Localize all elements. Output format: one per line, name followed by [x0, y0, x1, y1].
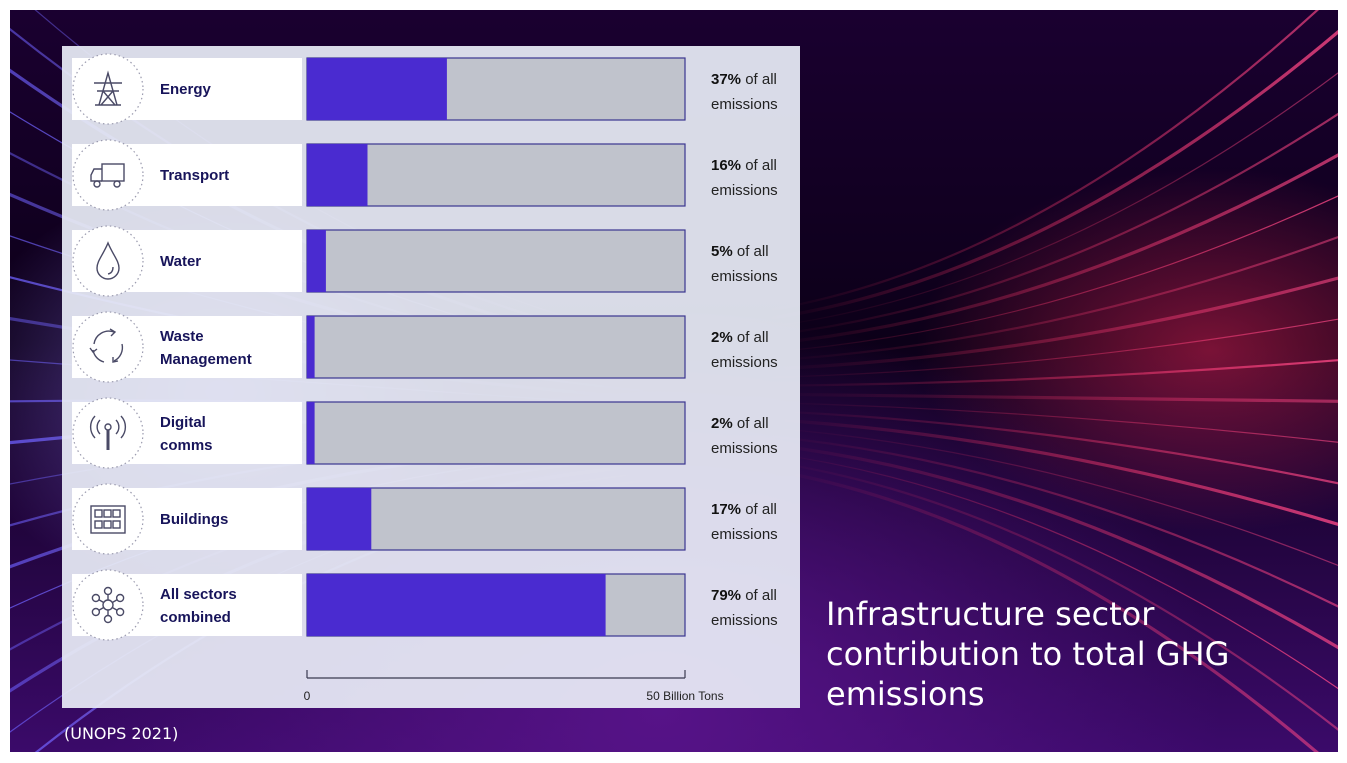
- value-label-percent: 17%: [711, 501, 741, 518]
- chart-row: Energy 37% of all emissions: [72, 53, 778, 125]
- value-label-line2: emissions: [711, 96, 778, 113]
- value-label-suffix: of all: [733, 415, 769, 432]
- sector-icon-circle: [72, 225, 144, 297]
- streak-right: [769, 153, 1338, 346]
- truck-icon: [90, 163, 125, 188]
- streak-right: [769, 435, 1338, 608]
- value-label-suffix: of all: [741, 587, 777, 604]
- sector-icon-circle: [72, 311, 144, 383]
- streak-right: [769, 29, 1338, 321]
- sector-name: Management: [160, 351, 252, 368]
- axis-start-label: 0: [304, 689, 311, 703]
- recycle-icon: [89, 328, 124, 363]
- chart-row: Buildings 17% of all emissions: [72, 483, 778, 555]
- value-label: 79% of all: [711, 587, 777, 604]
- sector-icon-circle: [72, 483, 144, 555]
- bar-fill: [307, 574, 606, 636]
- bar-track: [306, 401, 686, 465]
- bar-fill: [307, 402, 315, 464]
- value-label-line2: emissions: [711, 612, 778, 629]
- value-label: 2% of all: [711, 415, 769, 432]
- value-label-line2: emissions: [711, 182, 778, 199]
- streak-right: [769, 276, 1338, 371]
- background-frame: Energy 37% of all emissions Transport 16% of…: [10, 10, 1338, 752]
- value-label: 17% of all: [711, 501, 777, 518]
- streak-right: [769, 402, 1338, 443]
- sector-name: Buildings: [160, 511, 228, 528]
- chart-panel: Energy 37% of all emissions Transport 16% of…: [62, 46, 800, 708]
- x-axis: 0 50 Billion Tons: [304, 670, 724, 703]
- streak-right: [769, 10, 1320, 312]
- axis-end-label: 50 Billion Tons: [646, 689, 723, 703]
- streak-right: [769, 112, 1338, 337]
- emissions-bar-chart: Energy 37% of all emissions Transport 16% of…: [72, 53, 778, 703]
- value-label-line2: emissions: [711, 268, 778, 285]
- value-label-suffix: of all: [741, 157, 777, 174]
- bar-track: [306, 315, 686, 379]
- sector-icon-circle: [72, 53, 144, 125]
- building-icon: [90, 505, 126, 534]
- antenna-icon: [89, 415, 127, 450]
- chart-row: All sectors combined 79% of all emissions: [72, 569, 778, 641]
- value-label-line2: emissions: [711, 526, 778, 543]
- chart-row: Waste Management 2% of all emissions: [72, 311, 778, 383]
- value-label-percent: 2%: [711, 329, 733, 346]
- chart-row: Digital comms 2% of all emissions: [72, 397, 778, 469]
- sector-name: Energy: [160, 81, 212, 98]
- bar-fill: [307, 488, 372, 550]
- value-label-suffix: of all: [741, 71, 777, 88]
- streak-right: [769, 409, 1338, 485]
- value-label-suffix: of all: [741, 501, 777, 518]
- source-citation: (UNOPS 2021): [64, 724, 179, 743]
- value-label-suffix: of all: [733, 243, 769, 260]
- bar-fill: [307, 230, 326, 292]
- streak-right: [769, 72, 1338, 328]
- sector-name: Transport: [160, 167, 229, 184]
- chart-title: Infrastructure sector contribution to to…: [826, 595, 1230, 713]
- value-label-line2: emissions: [711, 354, 778, 371]
- sector-name: Digital: [160, 414, 206, 431]
- value-label: 16% of all: [711, 157, 777, 174]
- value-label-percent: 2%: [711, 415, 733, 432]
- value-label: 2% of all: [711, 329, 769, 346]
- streak-right: [769, 468, 1319, 752]
- sector-name: Water: [160, 253, 201, 270]
- water-drop-icon: [96, 241, 120, 280]
- streak-right: [769, 235, 1338, 362]
- value-label-line2: emissions: [711, 440, 778, 457]
- value-label-percent: 16%: [711, 157, 741, 174]
- chart-row: Water 5% of all emissions: [72, 225, 778, 297]
- streak-right: [769, 460, 1338, 731]
- bar-track: [306, 143, 686, 207]
- streak-right: [769, 417, 1338, 526]
- streak-right: [769, 195, 1338, 353]
- streak-right: [769, 427, 1338, 567]
- sector-name: comms: [160, 437, 213, 454]
- sector-name: combined: [160, 609, 231, 626]
- streak-right: [769, 318, 1338, 378]
- bar-fill: [307, 316, 315, 378]
- streak-right: [769, 359, 1338, 387]
- sector-icon-circle: [72, 139, 144, 211]
- power-tower-icon: [94, 70, 122, 106]
- value-label-percent: 37%: [711, 71, 741, 88]
- bar-fill: [307, 144, 368, 206]
- streak-right: [769, 443, 1338, 650]
- value-label: 37% of all: [711, 71, 777, 88]
- streak-right: [769, 392, 1338, 403]
- sector-name: All sectors: [160, 586, 237, 603]
- value-label-percent: 5%: [711, 243, 733, 260]
- sector-name: Waste: [160, 328, 204, 345]
- streak-right: [769, 452, 1338, 690]
- value-label: 5% of all: [711, 243, 769, 260]
- bar-fill: [307, 58, 447, 120]
- value-label-percent: 79%: [711, 587, 741, 604]
- bar-track: [306, 229, 686, 293]
- chart-row: Transport 16% of all emissions: [72, 139, 778, 211]
- network-icon: [91, 586, 125, 624]
- value-label-suffix: of all: [733, 329, 769, 346]
- chart-rows: Energy 37% of all emissions Transport 16% of…: [72, 53, 778, 641]
